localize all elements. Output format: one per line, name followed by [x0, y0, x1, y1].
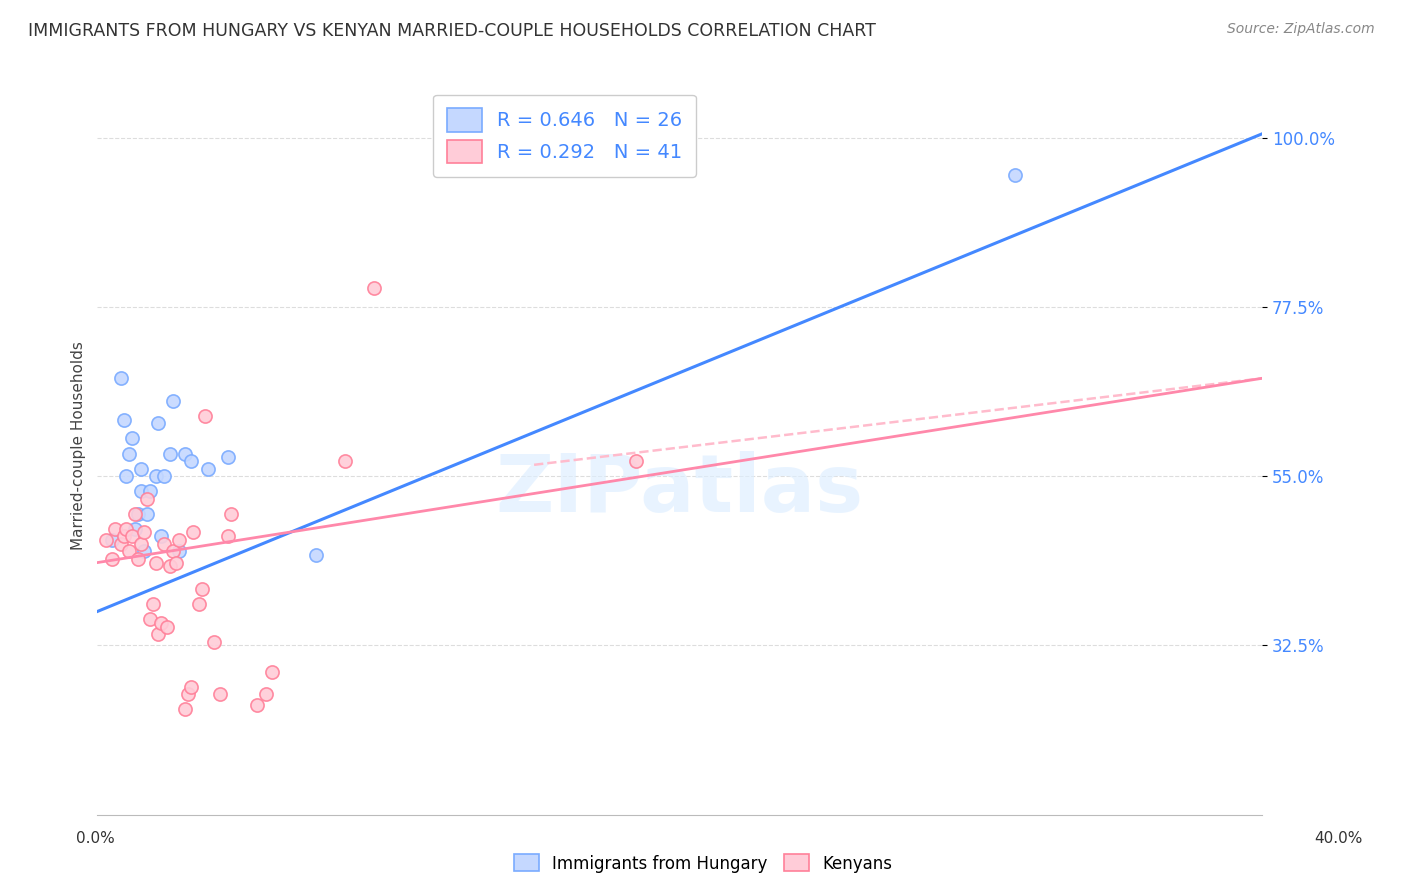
Point — [260, 665, 283, 679]
Point — [129, 537, 152, 551]
Point — [124, 507, 146, 521]
Point — [150, 529, 173, 543]
Point — [167, 533, 190, 547]
Point — [148, 627, 170, 641]
Point — [148, 417, 170, 431]
Text: ZIPatlas: ZIPatlas — [495, 451, 863, 529]
Y-axis label: Married-couple Households: Married-couple Households — [72, 342, 86, 550]
Text: IMMIGRANTS FROM HUNGARY VS KENYAN MARRIED-COUPLE HOUSEHOLDS CORRELATION CHART: IMMIGRANTS FROM HUNGARY VS KENYAN MARRIE… — [28, 22, 876, 40]
Point — [101, 533, 124, 547]
Point — [132, 544, 155, 558]
Point — [165, 556, 187, 570]
Point — [363, 281, 385, 295]
Point — [197, 461, 219, 475]
Point — [221, 507, 243, 521]
Point — [162, 393, 184, 408]
Point — [121, 432, 143, 446]
Point — [110, 537, 132, 551]
Point — [118, 446, 141, 460]
Point — [150, 615, 173, 630]
Point — [145, 469, 167, 483]
Point — [1004, 168, 1026, 182]
Point — [246, 698, 269, 713]
Point — [129, 484, 152, 499]
Point — [115, 469, 138, 483]
Point — [624, 454, 647, 468]
Point — [305, 548, 328, 562]
Point — [112, 529, 135, 543]
Text: 40.0%: 40.0% — [1315, 831, 1362, 846]
Legend: Immigrants from Hungary, Kenyans: Immigrants from Hungary, Kenyans — [508, 847, 898, 880]
Legend: R = 0.646   N = 26, R = 0.292   N = 41: R = 0.646 N = 26, R = 0.292 N = 41 — [433, 95, 696, 177]
Point — [153, 537, 176, 551]
Point — [173, 446, 195, 460]
Point — [145, 556, 167, 570]
Point — [132, 525, 155, 540]
Point — [217, 529, 239, 543]
Point — [254, 687, 277, 701]
Point — [191, 582, 214, 596]
Point — [208, 687, 231, 701]
Point — [94, 533, 117, 547]
Point — [173, 702, 195, 716]
Point — [124, 522, 146, 536]
Point — [159, 559, 181, 574]
Point — [127, 507, 149, 521]
Point — [139, 612, 162, 626]
Point — [183, 525, 205, 540]
Point — [153, 469, 176, 483]
Point — [333, 454, 356, 468]
Point — [156, 619, 179, 633]
Point — [162, 544, 184, 558]
Point — [180, 454, 202, 468]
Point — [176, 687, 198, 701]
Point — [202, 634, 225, 648]
Point — [194, 409, 217, 423]
Point — [127, 551, 149, 566]
Point — [112, 412, 135, 426]
Point — [115, 522, 138, 536]
Point — [167, 544, 190, 558]
Point — [188, 597, 211, 611]
Point — [101, 551, 124, 566]
Point — [118, 544, 141, 558]
Text: 0.0%: 0.0% — [76, 831, 115, 846]
Point — [129, 461, 152, 475]
Point — [121, 529, 143, 543]
Point — [139, 484, 162, 499]
Point — [110, 371, 132, 385]
Point — [159, 446, 181, 460]
Point — [104, 522, 127, 536]
Point — [135, 507, 157, 521]
Point — [180, 680, 202, 694]
Text: Source: ZipAtlas.com: Source: ZipAtlas.com — [1227, 22, 1375, 37]
Point — [135, 491, 157, 506]
Point — [142, 597, 165, 611]
Point — [217, 450, 239, 465]
